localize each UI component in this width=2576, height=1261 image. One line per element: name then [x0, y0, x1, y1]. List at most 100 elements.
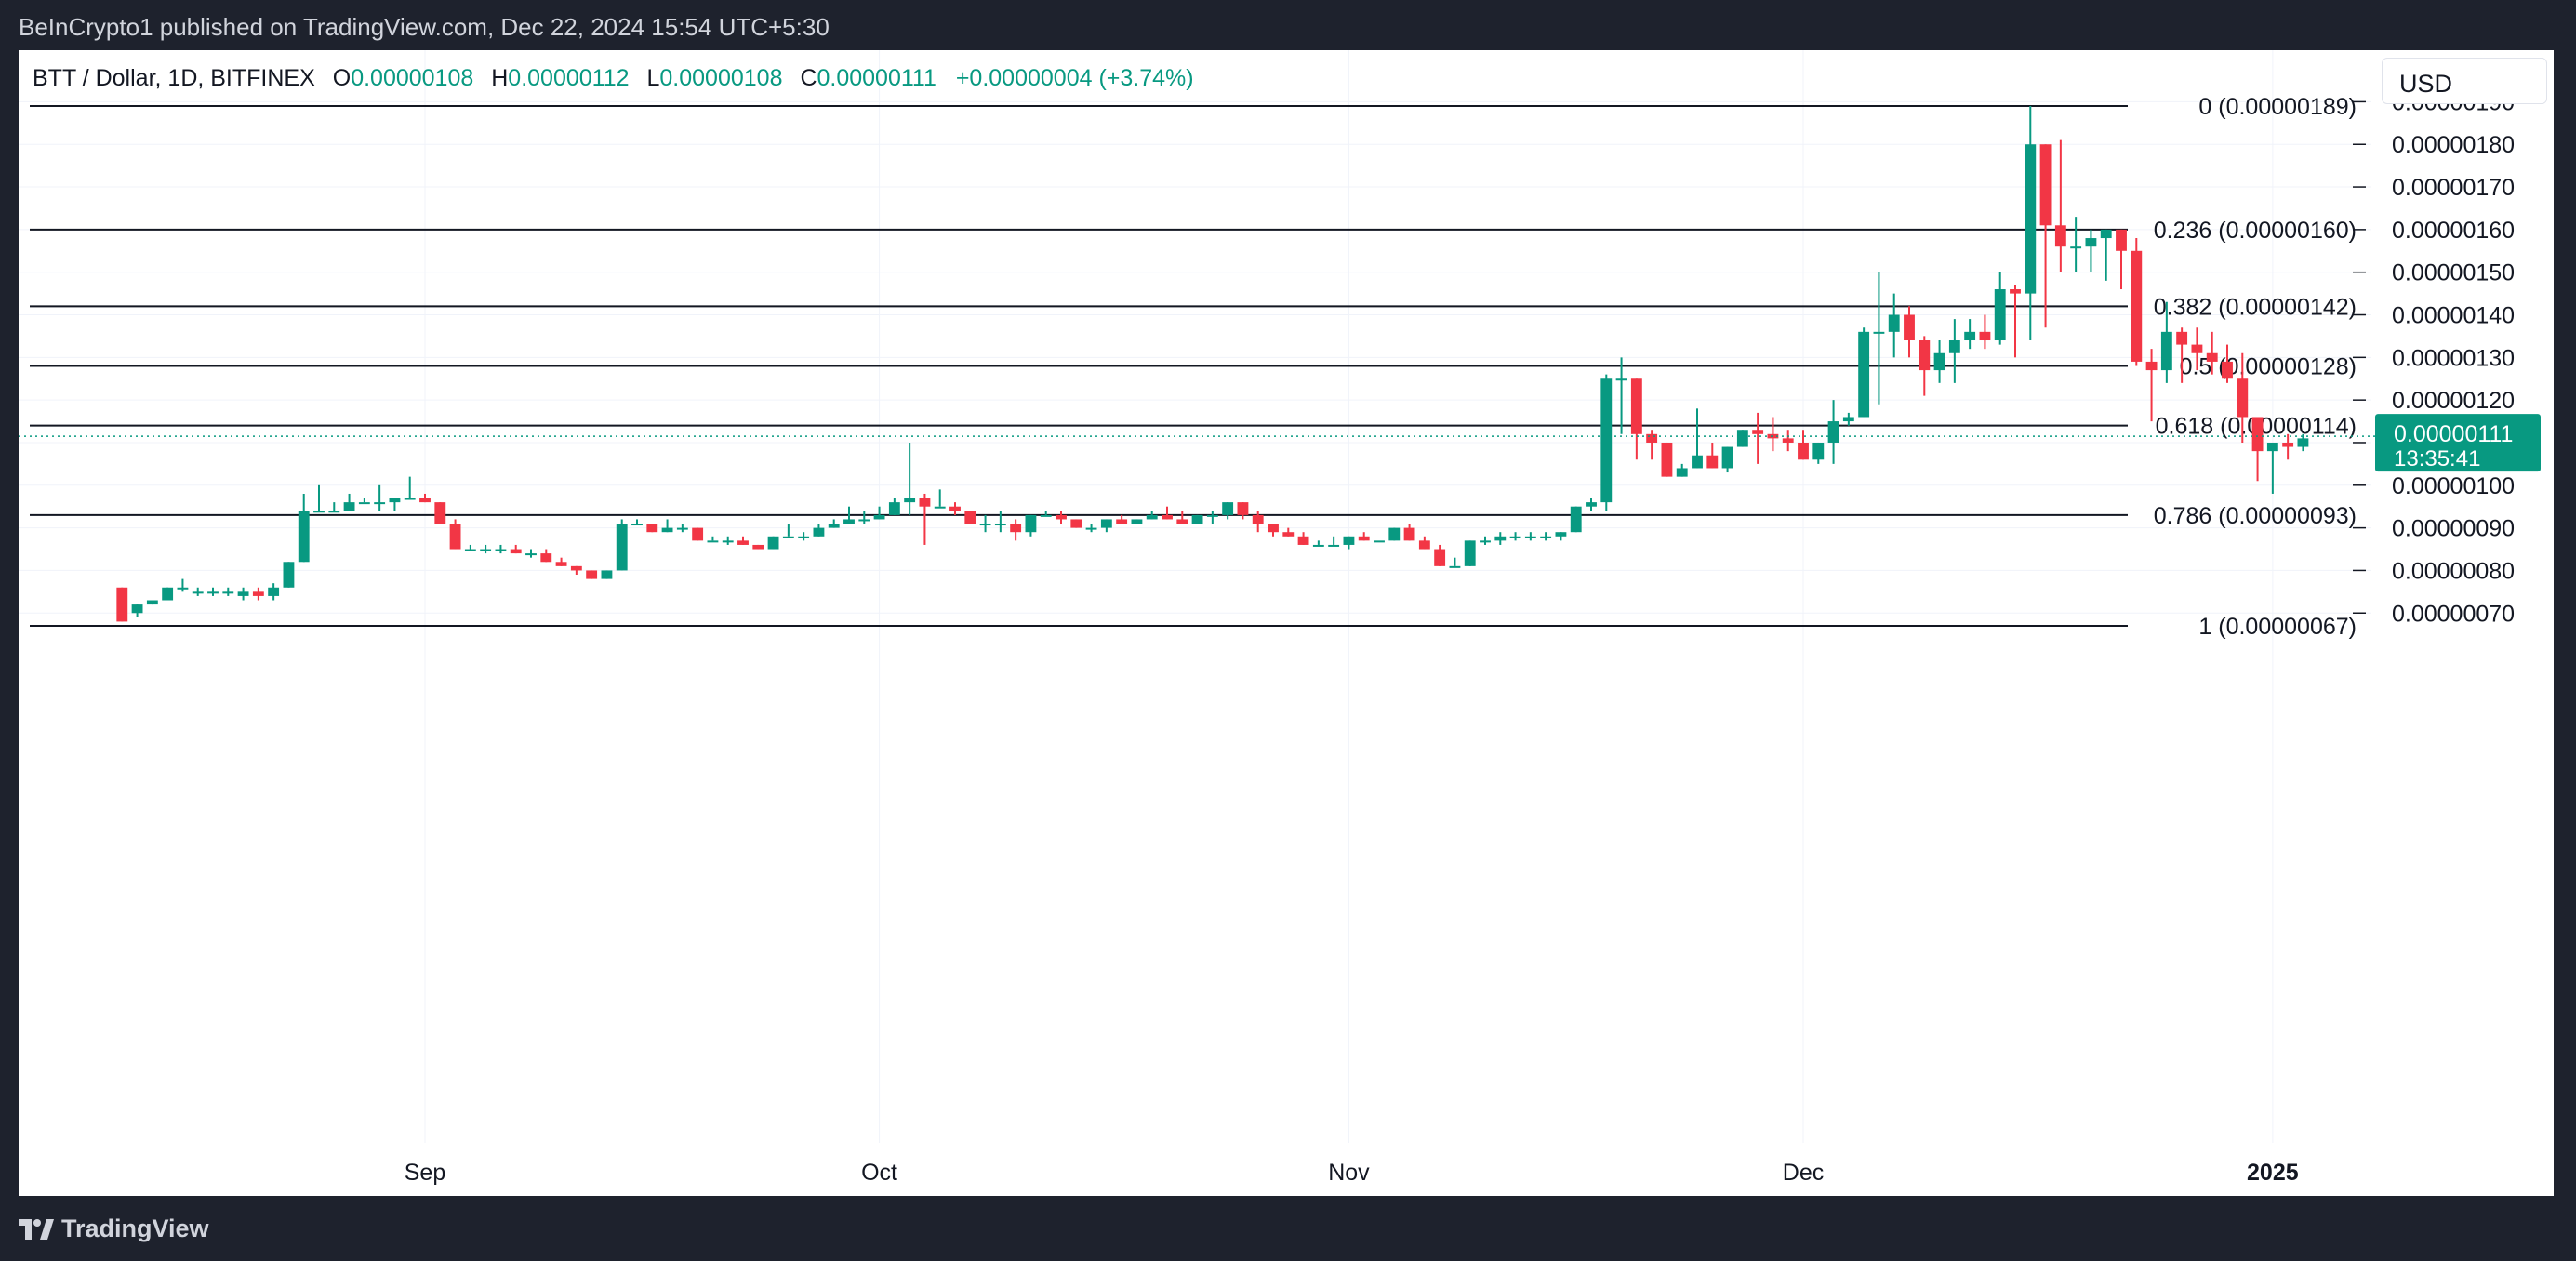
candle-body	[1676, 468, 1688, 477]
price-tick-label: 0.00000180	[2392, 132, 2515, 158]
candle-body	[389, 498, 401, 503]
candle-body	[358, 502, 370, 505]
candle-body	[1798, 442, 1809, 460]
candle-body	[737, 540, 749, 545]
candle-body	[1343, 536, 1355, 545]
candle-body	[601, 570, 613, 579]
currency-button[interactable]: USD	[2382, 58, 2547, 104]
candle-body	[1721, 446, 1733, 469]
candle-body	[1827, 421, 1839, 443]
candle-body	[798, 536, 810, 538]
chart-panel[interactable]: 0 (0.00000189) 0.236 (0.00000160) 0.382 (0…	[19, 50, 2554, 1196]
candle-body	[2206, 352, 2218, 362]
candle-body	[1222, 502, 1234, 515]
candle-body	[661, 527, 673, 533]
candle-body	[1782, 438, 1794, 443]
candle-body	[2116, 229, 2127, 251]
last-price-badge	[2375, 414, 2541, 472]
fib-level-label: 0 (0.00000189)	[2198, 94, 2357, 120]
candle-body	[1388, 527, 1401, 541]
candle-body	[2266, 442, 2278, 452]
symbol-label[interactable]: BTT / Dollar, 1D, BITFINEX	[33, 65, 315, 91]
candle-body	[1268, 524, 1279, 533]
candle-body	[1933, 352, 1945, 371]
price-tick-label: 0.00000070	[2392, 601, 2515, 627]
candle-body	[782, 536, 794, 538]
candle-body	[1434, 549, 1446, 566]
candle-body	[2251, 417, 2264, 452]
fib-level-label: 1 (0.00000067)	[2198, 614, 2357, 640]
candle-body	[2010, 289, 2021, 294]
fibonacci-retracement: 0 (0.00000189) 0.236 (0.00000160) 0.382 (0…	[30, 94, 2357, 640]
last-price-countdown: 13:35:41	[2394, 446, 2480, 471]
candle-body	[1191, 514, 1203, 524]
candle-body	[1162, 514, 1173, 520]
close-value: 0.00000111	[817, 65, 936, 91]
candle-body	[1206, 514, 1218, 517]
candle-body	[2070, 246, 2082, 249]
candle-body	[555, 562, 567, 566]
open-value: 0.00000108	[351, 65, 474, 91]
candle-body	[873, 514, 885, 520]
price-tick-label: 0.00000080	[2392, 558, 2515, 584]
candle-body	[1630, 378, 1642, 434]
candle-body	[1010, 524, 1022, 533]
candle-body	[1237, 502, 1249, 515]
candle-body	[328, 511, 340, 513]
candle-body	[1646, 433, 1658, 443]
candle-body	[904, 498, 916, 503]
candle-body	[495, 549, 507, 551]
candle-body	[888, 502, 900, 515]
low-key: L	[646, 65, 660, 91]
last-price-value: 0.00000111	[2394, 421, 2513, 447]
price-tick-label: 0.00000140	[2392, 303, 2515, 329]
candle-body	[2025, 144, 2037, 294]
candle-body	[1586, 502, 1597, 507]
candle-body	[919, 498, 931, 507]
candle-body	[313, 511, 325, 513]
candle-body	[2100, 229, 2112, 239]
candle-body	[1509, 536, 1521, 538]
candle-body	[692, 527, 704, 541]
high-value: 0.00000112	[508, 65, 630, 91]
candle-body	[237, 591, 249, 596]
candle-body	[964, 511, 976, 524]
candle-body	[1480, 540, 1491, 543]
candle-body	[1706, 455, 1719, 469]
candle-body	[1100, 519, 1112, 528]
candle-body	[1919, 340, 1931, 371]
high-key: H	[491, 65, 509, 91]
candle-body	[767, 536, 779, 550]
candle-body	[1615, 378, 1627, 381]
candle-body	[2085, 238, 2097, 247]
tradingview-brand: TradingView	[61, 1215, 209, 1242]
time-tick-label: Oct	[861, 1160, 897, 1186]
candle-body	[1056, 514, 1067, 520]
candle-body	[1979, 331, 1991, 341]
candle-body	[722, 540, 734, 543]
candle-body	[1752, 430, 1764, 434]
candle-body	[1070, 519, 1082, 528]
candle-body	[207, 591, 219, 594]
fib-level-label: 0.786 (0.00000093)	[2154, 503, 2357, 529]
candle-body	[707, 540, 719, 543]
candle-body	[1116, 519, 1128, 524]
ohlc-legend: BTT / Dollar, 1D, BITFINEX O0.00000108 H…	[33, 65, 1194, 92]
candle-body	[449, 524, 461, 550]
candle-body	[1767, 433, 1779, 439]
candle-body	[434, 502, 446, 524]
candle-body	[1888, 314, 1900, 332]
time-tick-label: Dec	[1783, 1160, 1824, 1186]
candle-body	[131, 604, 143, 614]
candle-body	[162, 587, 174, 601]
price-tick-label: 0.00000100	[2392, 473, 2515, 499]
fib-level-label: 0.382 (0.00000142)	[2154, 294, 2357, 320]
candle-body	[1312, 544, 1324, 547]
candlestick-chart[interactable]: 0 (0.00000189) 0.236 (0.00000160) 0.382 (0…	[19, 50, 2554, 1196]
time-tick-label: Sep	[405, 1160, 445, 1186]
tradingview-footer[interactable]: TradingView	[19, 1215, 209, 1243]
candle-body	[1692, 455, 1703, 469]
fib-level-label: 0.236 (0.00000160)	[2154, 218, 2357, 244]
candle-body	[1282, 532, 1295, 537]
candle-body	[1736, 430, 1748, 447]
